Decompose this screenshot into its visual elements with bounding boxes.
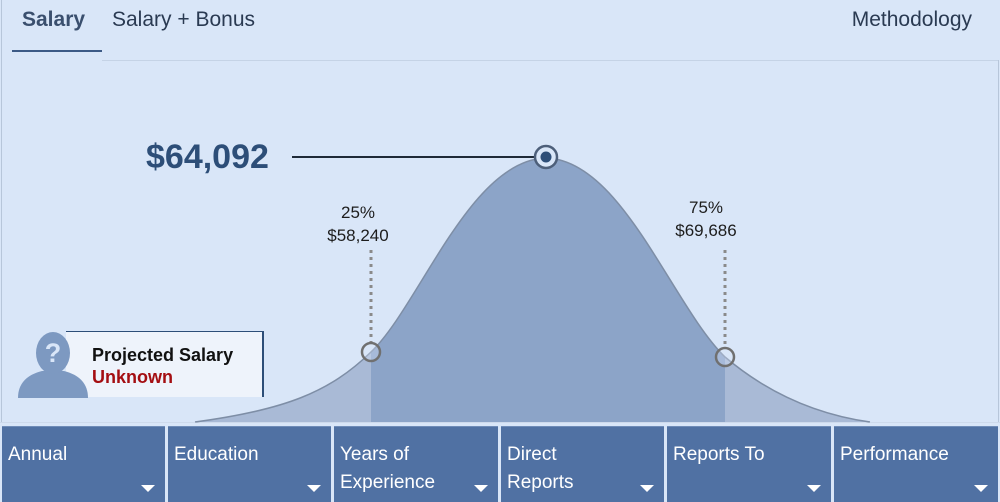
filter-education[interactable]: Education: [168, 426, 331, 502]
tab-salary-bonus-label: Salary + Bonus: [112, 8, 256, 31]
filter-performance[interactable]: Performance: [834, 426, 998, 502]
panel-border-right: [998, 60, 999, 422]
filter-annual-label: Annual: [8, 444, 68, 465]
filter-education-label: Education: [174, 444, 259, 465]
active-tab-indicator: [12, 50, 102, 52]
p75-marker-icon: [714, 346, 736, 368]
p25-marker-icon: [360, 341, 382, 363]
tab-salary[interactable]: Salary: [22, 8, 85, 32]
filter-bar: Annual Education Years of Experience Dir…: [0, 423, 1000, 502]
caret-down-icon: [974, 485, 988, 492]
distribution-curve-middle: [371, 158, 725, 422]
panel-border-top: [102, 60, 999, 61]
filter-reports-to-label: Reports To: [673, 444, 765, 465]
svg-text:?: ?: [45, 338, 62, 368]
caret-down-icon: [141, 485, 155, 492]
median-marker-icon: [533, 144, 559, 170]
salary-distribution-chart: [0, 144, 1000, 424]
filter-reports-to[interactable]: Reports To: [667, 426, 831, 502]
p25-label: 25% $58,240: [318, 201, 398, 247]
p75-percent: 75%: [688, 198, 724, 217]
panel-border-left: [1, 0, 2, 422]
median-salary-value: $64,092: [146, 138, 269, 176]
projected-salary-value: Unknown: [92, 367, 173, 387]
caret-down-icon: [474, 485, 488, 492]
p75-label: 75% $69,686: [666, 196, 746, 242]
methodology-link[interactable]: Methodology: [852, 8, 972, 32]
p25-percent: 25%: [340, 203, 376, 222]
filter-direct-reports-label: Direct Reports: [507, 444, 574, 493]
tab-bar: Salary Salary + Bonus Methodology: [0, 0, 1000, 60]
p25-value: $58,240: [327, 226, 389, 245]
p75-value: $69,686: [675, 221, 737, 240]
caret-down-icon: [640, 485, 654, 492]
projected-salary-title: Projected Salary: [92, 345, 234, 365]
unknown-person-icon: ?: [18, 332, 88, 398]
caret-down-icon: [807, 485, 821, 492]
caret-down-icon: [307, 485, 321, 492]
filter-direct-reports[interactable]: Direct Reports: [501, 426, 664, 502]
projected-salary-badge: ? Projected Salary Unknown: [16, 331, 266, 398]
filter-performance-label: Performance: [840, 444, 949, 465]
filter-annual[interactable]: Annual: [2, 426, 165, 502]
projected-salary-box: [66, 331, 264, 397]
filter-years-of-experience[interactable]: Years of Experience: [334, 426, 498, 502]
filter-experience-label: Years of Experience: [340, 444, 436, 493]
tab-salary-label: Salary: [22, 8, 86, 31]
methodology-label: Methodology: [851, 8, 972, 31]
tab-salary-bonus[interactable]: Salary + Bonus: [112, 8, 255, 32]
